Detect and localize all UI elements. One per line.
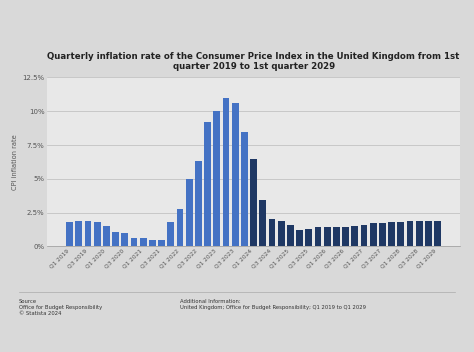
Bar: [296, 230, 303, 246]
Bar: [94, 222, 100, 246]
Bar: [204, 122, 211, 246]
Bar: [222, 98, 229, 246]
Title: Quarterly inflation rate of the Consumer Price Index in the United Kingdom from : Quarterly inflation rate of the Consumer…: [47, 52, 460, 71]
Text: Source
Office for Budget Responsibility
© Statista 2024: Source Office for Budget Responsibility …: [19, 299, 102, 316]
Bar: [379, 224, 386, 246]
Bar: [140, 238, 146, 246]
Bar: [158, 240, 165, 246]
Bar: [370, 224, 377, 246]
Bar: [407, 221, 413, 246]
Bar: [232, 103, 238, 246]
Bar: [195, 161, 202, 246]
Bar: [315, 227, 321, 246]
Bar: [278, 221, 285, 246]
Bar: [75, 221, 82, 246]
Bar: [269, 219, 275, 246]
Bar: [342, 227, 349, 246]
Text: Additional Information:
United Kingdom; Office for Budget Responsibility; Q1 201: Additional Information: United Kingdom; …: [180, 299, 366, 310]
Bar: [324, 227, 331, 246]
Bar: [287, 225, 294, 246]
Bar: [434, 221, 441, 246]
Bar: [66, 222, 73, 246]
Bar: [167, 222, 174, 246]
Bar: [250, 158, 257, 246]
Bar: [112, 232, 119, 246]
Bar: [149, 240, 156, 246]
Bar: [351, 226, 358, 246]
Bar: [186, 179, 192, 246]
Bar: [305, 229, 312, 246]
Bar: [259, 200, 266, 246]
Bar: [213, 111, 220, 246]
Bar: [121, 233, 128, 246]
Bar: [397, 222, 404, 246]
Bar: [416, 221, 423, 246]
Bar: [388, 222, 395, 246]
Bar: [84, 221, 91, 246]
Bar: [103, 226, 110, 246]
Bar: [176, 208, 183, 246]
Y-axis label: CPI inflation rate: CPI inflation rate: [12, 134, 18, 190]
Bar: [130, 238, 137, 246]
Bar: [425, 221, 432, 246]
Bar: [361, 225, 367, 246]
Bar: [333, 227, 340, 246]
Bar: [241, 132, 248, 246]
